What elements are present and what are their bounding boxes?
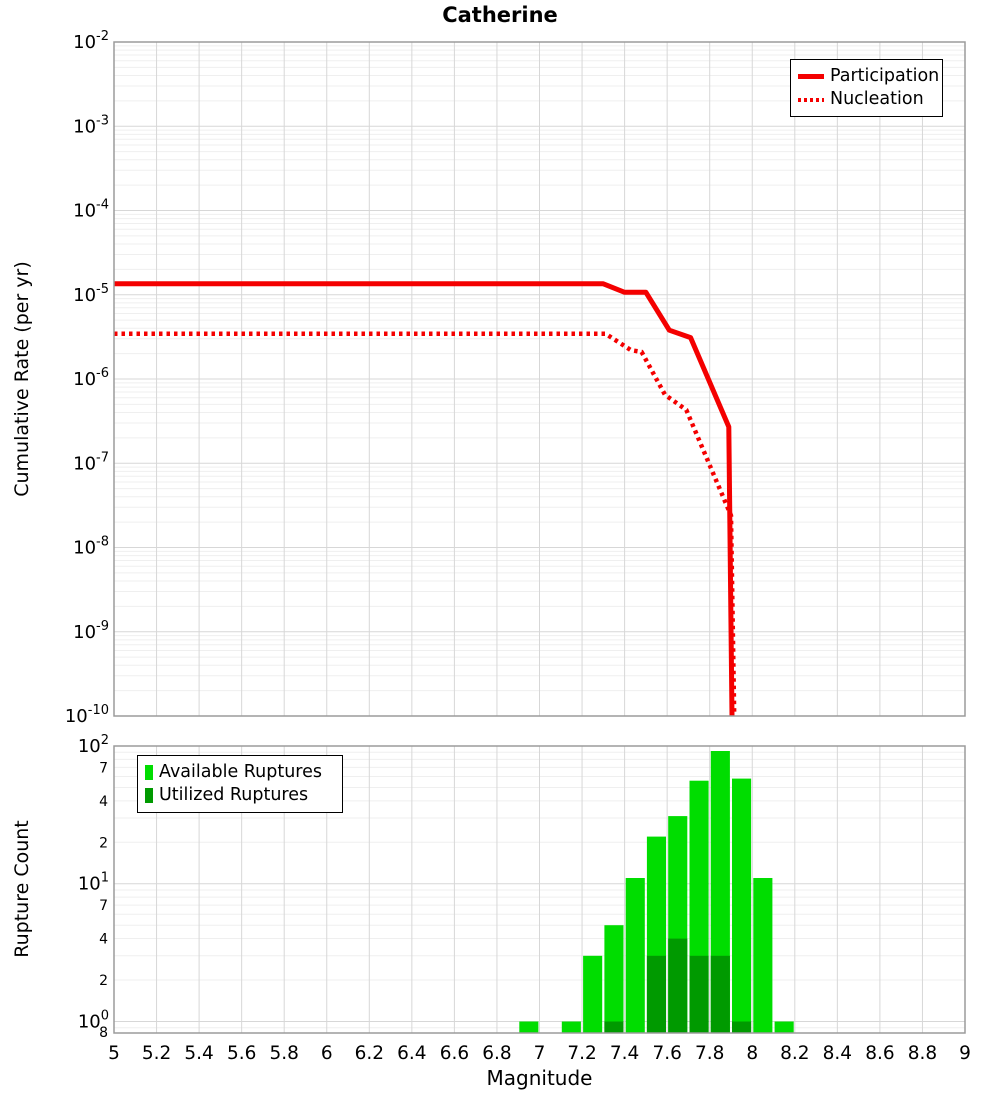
rate-legend: Participation Nucleation <box>790 59 943 117</box>
nucleation-line <box>114 331 737 717</box>
x-axis-label: Magnitude <box>486 1066 593 1090</box>
svg-text:4: 4 <box>99 794 108 810</box>
svg-text:6.4: 6.4 <box>397 1043 426 1064</box>
svg-text:5.2: 5.2 <box>142 1043 171 1064</box>
nucleation-legend-label: Nucleation <box>830 89 924 109</box>
svg-text:7.6: 7.6 <box>652 1043 681 1064</box>
rate-plot: 10-2 10-3 10-4 10-5 10-6 10-7 10-8 10-9 10-10 <box>65 29 966 727</box>
participation-line-swatch <box>798 73 824 79</box>
svg-text:10-8: 10-8 <box>73 535 109 559</box>
svg-text:6.6: 6.6 <box>440 1043 469 1064</box>
count-plot-border <box>113 745 966 1034</box>
svg-text:9: 9 <box>959 1043 971 1064</box>
svg-text:6.8: 6.8 <box>482 1043 511 1064</box>
svg-text:5.6: 5.6 <box>227 1043 256 1064</box>
nucleation-line-swatch <box>798 97 824 102</box>
svg-text:6.2: 6.2 <box>355 1043 384 1064</box>
svg-text:7: 7 <box>534 1043 546 1064</box>
svg-text:7.4: 7.4 <box>610 1043 639 1064</box>
svg-text:101: 101 <box>78 871 109 895</box>
svg-text:8.6: 8.6 <box>865 1043 894 1064</box>
rate-plot-border <box>113 41 966 717</box>
svg-text:7.2: 7.2 <box>567 1043 596 1064</box>
svg-text:7: 7 <box>99 760 108 776</box>
svg-text:5.8: 5.8 <box>269 1043 298 1064</box>
rupture-legend: Available Ruptures Utilized Ruptures <box>137 755 343 813</box>
legend-entry-utilized: Utilized Ruptures <box>145 785 335 805</box>
available-ruptures-swatch <box>145 764 153 780</box>
svg-text:4: 4 <box>99 932 108 948</box>
participation-legend-label: Participation <box>830 65 940 86</box>
svg-text:10-7: 10-7 <box>73 450 109 474</box>
svg-text:10-3: 10-3 <box>73 113 109 137</box>
svg-text:8.4: 8.4 <box>823 1043 852 1064</box>
legend-entry-participation: Participation <box>798 67 939 86</box>
svg-text:7.8: 7.8 <box>695 1043 724 1064</box>
available-legend-label: Available Ruptures <box>159 761 322 782</box>
svg-text:10-10: 10-10 <box>65 703 109 727</box>
svg-text:8: 8 <box>746 1043 758 1064</box>
svg-text:8.2: 8.2 <box>780 1043 809 1064</box>
svg-text:10-2: 10-2 <box>73 29 109 53</box>
legend-entry-nucleation: Nucleation <box>798 89 935 109</box>
svg-text:2: 2 <box>99 835 108 851</box>
rate-plot-y-tick-labels: 10-2 10-3 10-4 10-5 10-6 10-7 10-8 10-9 10-10 <box>65 29 109 727</box>
svg-text:10-4: 10-4 <box>73 198 109 222</box>
svg-text:7: 7 <box>99 898 108 914</box>
svg-text:8: 8 <box>99 1025 108 1041</box>
chart-title: Catherine <box>442 3 558 27</box>
utilized-legend-label: Utilized Ruptures <box>159 785 309 805</box>
svg-text:10-9: 10-9 <box>73 619 109 643</box>
legend-entry-available: Available Ruptures <box>145 761 335 782</box>
svg-text:5: 5 <box>108 1043 120 1064</box>
svg-text:10-6: 10-6 <box>73 366 109 390</box>
participation-line <box>114 281 735 717</box>
rate-plot-major-gridlines <box>114 42 965 716</box>
svg-text:5.4: 5.4 <box>184 1043 213 1064</box>
utilized-ruptures-swatch <box>145 788 153 804</box>
svg-text:102: 102 <box>78 733 109 757</box>
svg-text:6: 6 <box>321 1043 333 1064</box>
svg-text:2: 2 <box>99 973 108 989</box>
utilized-ruptures-bars <box>604 938 752 1033</box>
count-plot-x-tick-labels: 5 5.2 5.4 5.6 5.8 6 6.2 6.4 6.6 6.8 7 7.2 7.4 7.6 7.8 8… <box>108 1043 971 1064</box>
svg-text:8.8: 8.8 <box>908 1043 937 1064</box>
svg-text:10-5: 10-5 <box>73 282 109 306</box>
